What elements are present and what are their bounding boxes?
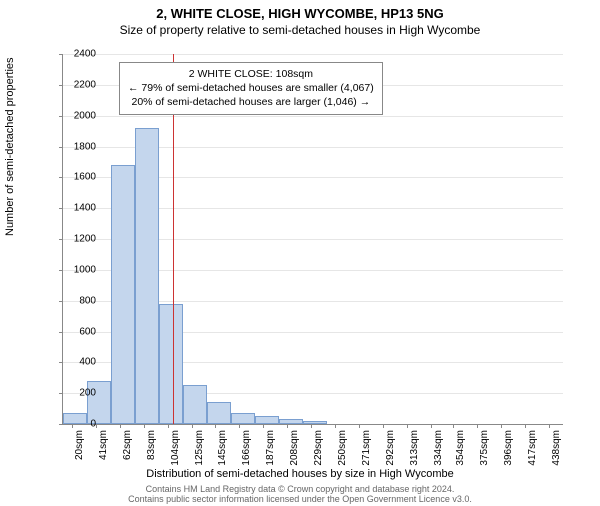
x-axis-label: Distribution of semi-detached houses by … <box>0 468 600 480</box>
y-tick-label: 1800 <box>56 141 96 152</box>
y-tick-label: 2000 <box>56 110 96 121</box>
annotation-line3: 20% of semi-detached houses are larger (… <box>128 95 374 109</box>
y-tick-label: 1600 <box>56 172 96 183</box>
histogram-bar <box>111 165 135 424</box>
grid-line <box>63 54 563 55</box>
histogram-bar <box>231 413 255 424</box>
y-tick-label: 2200 <box>56 79 96 90</box>
x-tick-label: 396sqm <box>503 430 514 466</box>
histogram-bar <box>135 128 159 424</box>
footer-line2: Contains public sector information licen… <box>128 494 472 504</box>
histogram-bar <box>255 416 279 424</box>
y-tick-label: 800 <box>56 295 96 306</box>
x-tick-mark <box>525 424 526 428</box>
x-tick-mark <box>192 424 193 428</box>
footer-line1: Contains HM Land Registry data © Crown c… <box>146 484 455 494</box>
x-tick-mark <box>287 424 288 428</box>
x-tick-label: 166sqm <box>241 430 252 466</box>
y-tick-label: 200 <box>56 388 96 399</box>
x-tick-mark <box>120 424 121 428</box>
y-axis-label: Number of semi-detached properties <box>4 57 16 236</box>
x-tick-label: 375sqm <box>479 430 490 466</box>
x-tick-mark <box>431 424 432 428</box>
x-tick-mark <box>96 424 97 428</box>
annotation-line2: ← 79% of semi-detached houses are smalle… <box>128 81 374 95</box>
footer: Contains HM Land Registry data © Crown c… <box>0 484 600 504</box>
histogram-bar <box>279 419 303 424</box>
chart-title: 2, WHITE CLOSE, HIGH WYCOMBE, HP13 5NG <box>0 6 600 21</box>
y-tick-label: 1200 <box>56 234 96 245</box>
plot-area: 2 WHITE CLOSE: 108sqm ← 79% of semi-deta… <box>62 54 563 425</box>
x-tick-label: 313sqm <box>409 430 420 466</box>
histogram-bar <box>207 402 231 424</box>
y-tick-label: 600 <box>56 326 96 337</box>
x-tick-mark <box>168 424 169 428</box>
x-tick-label: 271sqm <box>361 430 372 466</box>
x-tick-label: 229sqm <box>313 430 324 466</box>
y-tick-label: 400 <box>56 357 96 368</box>
x-tick-mark <box>335 424 336 428</box>
grid-line <box>63 116 563 117</box>
chart-container: 2, WHITE CLOSE, HIGH WYCOMBE, HP13 5NG S… <box>0 6 600 506</box>
x-tick-mark <box>359 424 360 428</box>
x-tick-mark <box>263 424 264 428</box>
x-tick-label: 292sqm <box>385 430 396 466</box>
x-tick-label: 41sqm <box>98 430 109 460</box>
x-tick-label: 438sqm <box>551 430 562 466</box>
x-tick-label: 104sqm <box>170 430 181 466</box>
x-tick-mark <box>407 424 408 428</box>
x-tick-label: 417sqm <box>527 430 538 466</box>
x-tick-mark <box>311 424 312 428</box>
y-tick-label: 0 <box>56 419 96 430</box>
x-tick-label: 20sqm <box>74 430 85 460</box>
y-tick-label: 1400 <box>56 203 96 214</box>
x-tick-label: 208sqm <box>289 430 300 466</box>
x-tick-mark <box>383 424 384 428</box>
chart-subtitle: Size of property relative to semi-detach… <box>0 23 600 37</box>
x-tick-mark <box>215 424 216 428</box>
x-tick-mark <box>549 424 550 428</box>
x-tick-label: 145sqm <box>217 430 228 466</box>
histogram-bar <box>159 304 183 424</box>
histogram-bar <box>183 385 207 424</box>
x-tick-mark <box>453 424 454 428</box>
annotation-line1: 2 WHITE CLOSE: 108sqm <box>128 67 374 81</box>
x-tick-label: 62sqm <box>122 430 133 460</box>
x-tick-label: 187sqm <box>265 430 276 466</box>
x-tick-mark <box>501 424 502 428</box>
x-tick-label: 334sqm <box>433 430 444 466</box>
x-tick-label: 354sqm <box>455 430 466 466</box>
x-tick-mark <box>239 424 240 428</box>
histogram-bar <box>303 421 327 424</box>
x-tick-mark <box>144 424 145 428</box>
annotation-box: 2 WHITE CLOSE: 108sqm ← 79% of semi-deta… <box>119 62 383 115</box>
x-tick-label: 125sqm <box>194 430 205 466</box>
x-tick-label: 83sqm <box>146 430 157 460</box>
y-tick-label: 1000 <box>56 264 96 275</box>
y-tick-label: 2400 <box>56 49 96 60</box>
x-tick-label: 250sqm <box>337 430 348 466</box>
x-tick-mark <box>477 424 478 428</box>
